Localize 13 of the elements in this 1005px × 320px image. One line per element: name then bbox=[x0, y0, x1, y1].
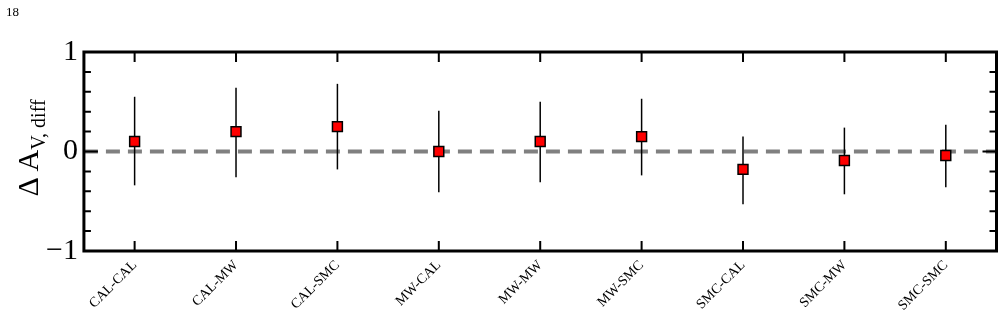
point bbox=[940, 149, 952, 162]
y-tick-label: 1 bbox=[62, 32, 78, 66]
y-tick-label: 0 bbox=[62, 132, 78, 166]
point bbox=[331, 120, 344, 133]
point bbox=[433, 145, 445, 158]
point bbox=[838, 154, 851, 167]
y-tick-label: −1 bbox=[46, 231, 78, 265]
point bbox=[737, 163, 749, 176]
point bbox=[230, 125, 242, 138]
point bbox=[534, 135, 546, 148]
point bbox=[128, 135, 141, 148]
point bbox=[635, 130, 648, 143]
text: 18 bbox=[6, 4, 19, 20]
